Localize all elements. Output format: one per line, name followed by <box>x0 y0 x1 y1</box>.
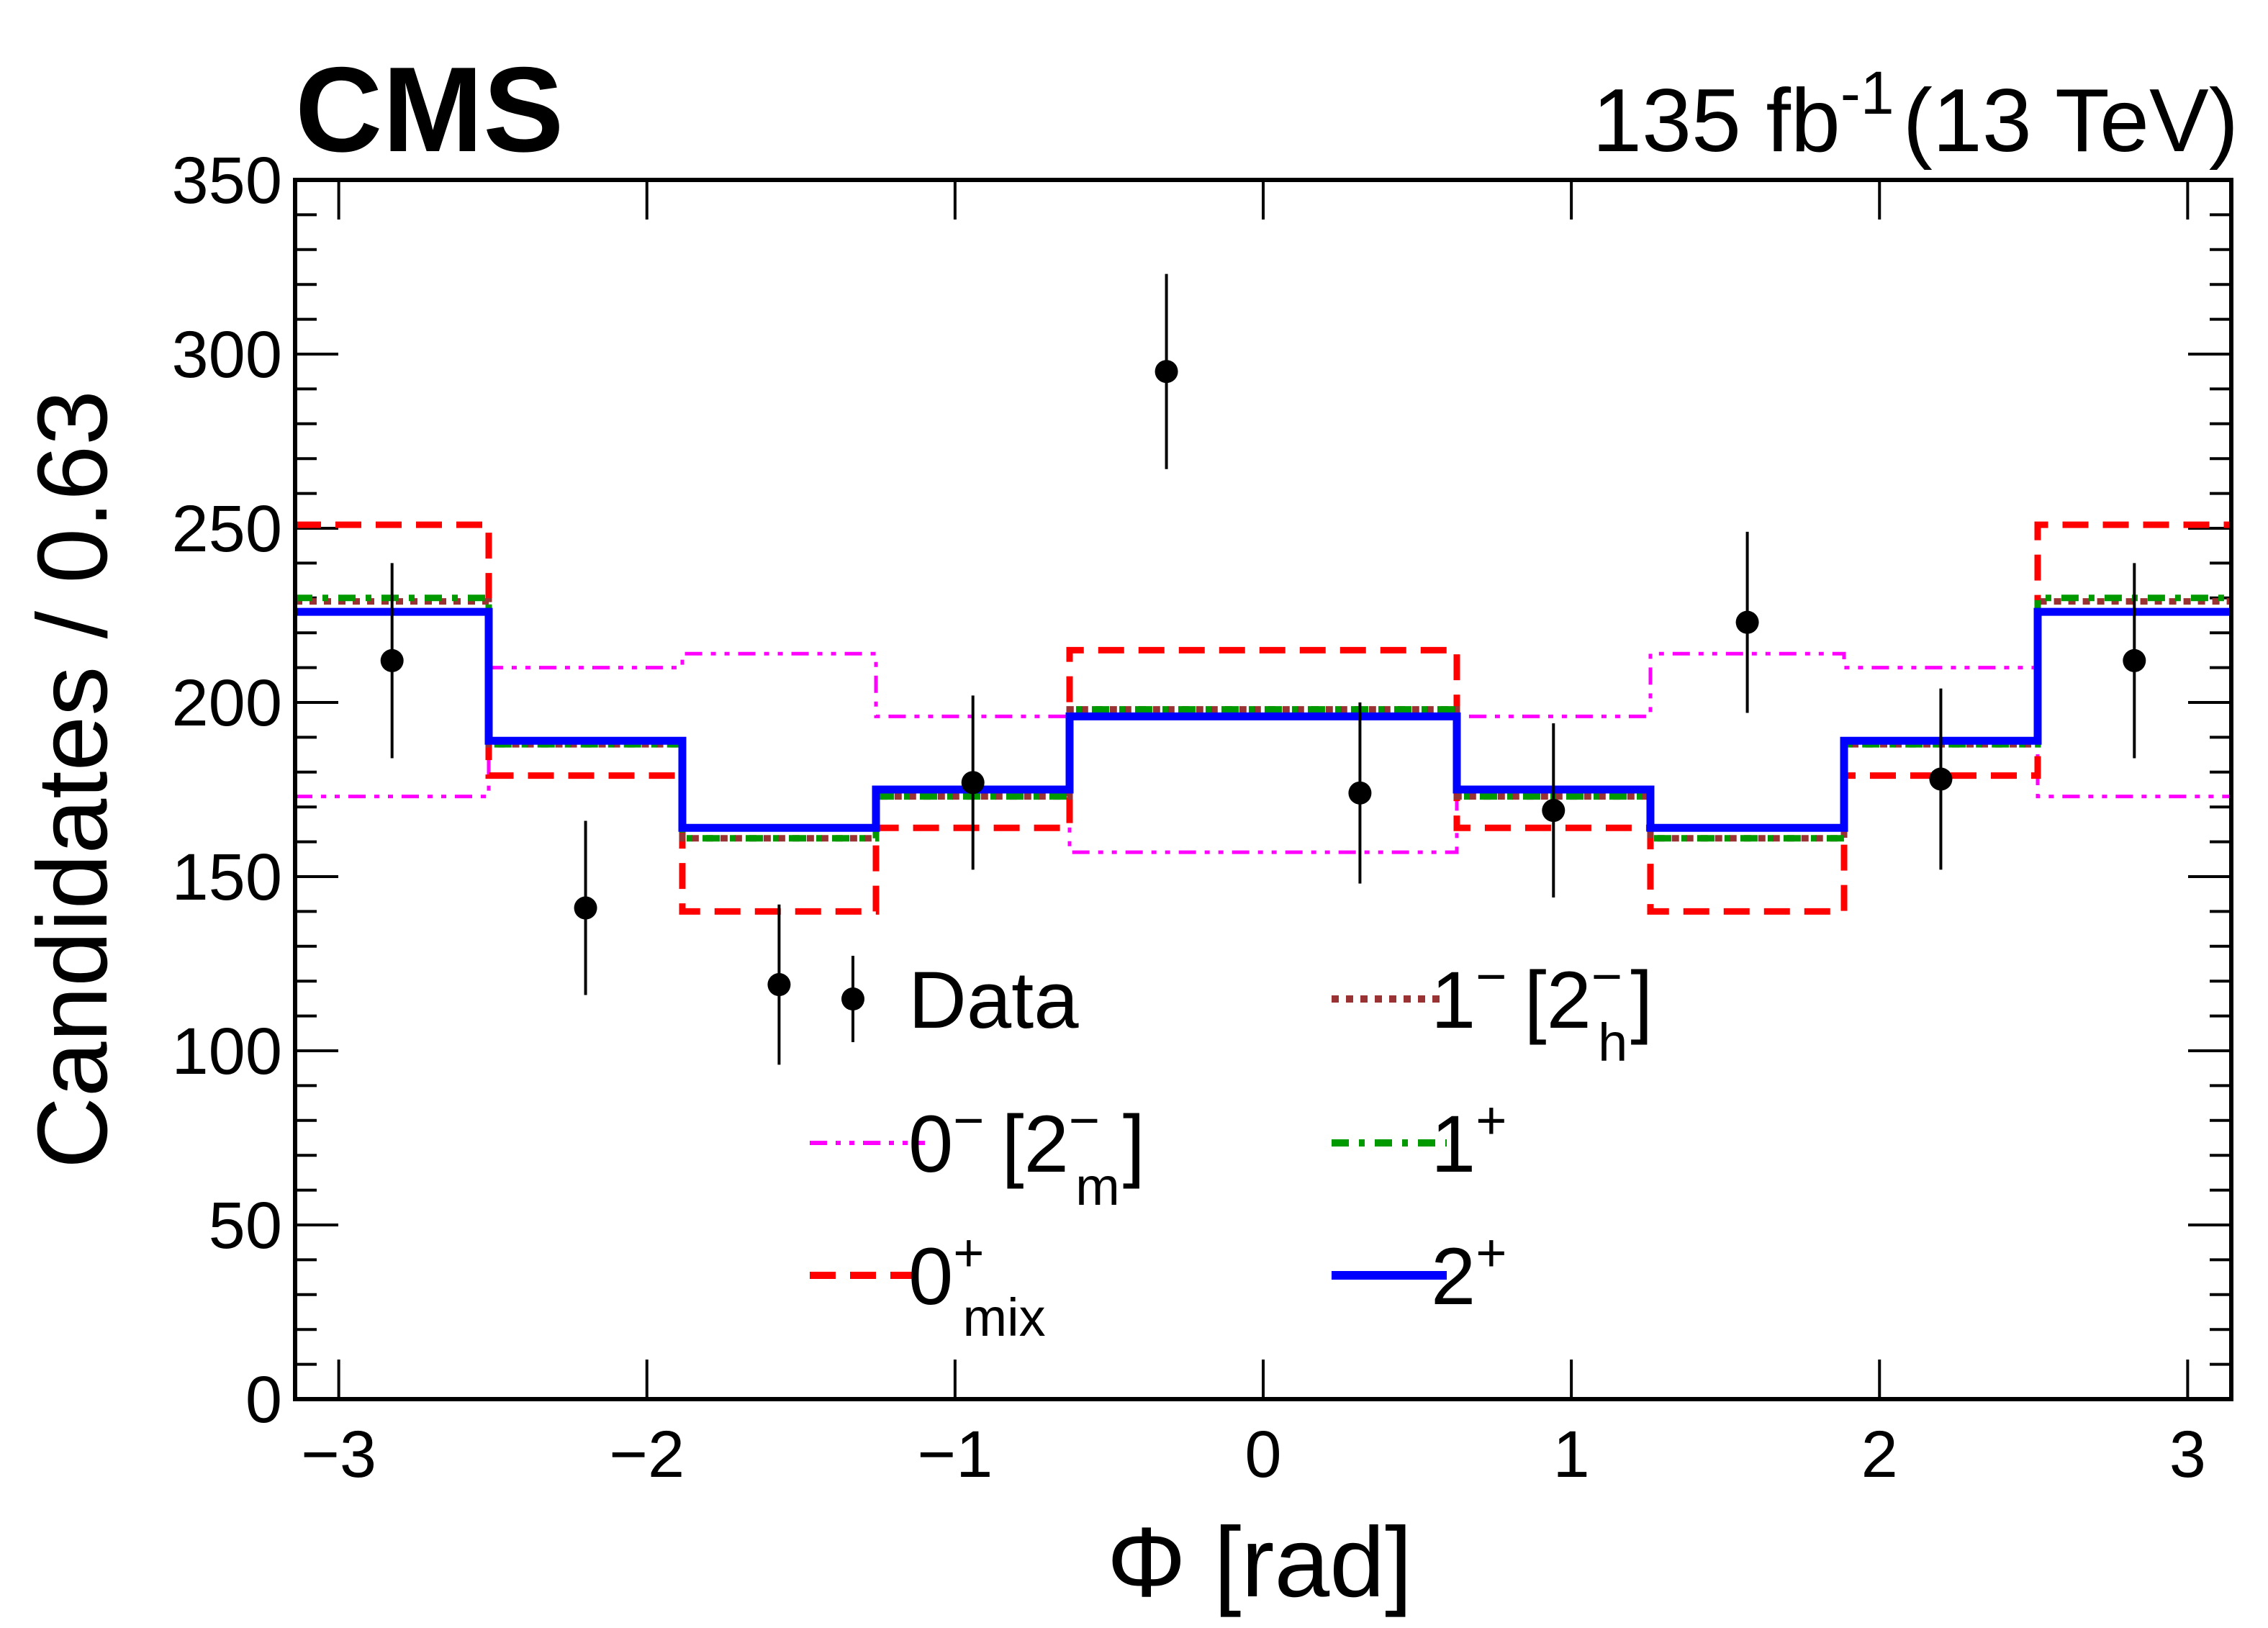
series-layer <box>295 521 2231 915</box>
legend-label-sup: − <box>953 1090 984 1150</box>
data-point <box>2123 648 2146 672</box>
data-point <box>767 973 791 997</box>
legend-label-sup: + <box>953 1223 984 1283</box>
legend-label-data: Data <box>908 955 1079 1045</box>
y-tick-label: 250 <box>172 492 283 566</box>
legend-label-main: 0 <box>908 1099 953 1189</box>
data-point <box>574 896 597 920</box>
x-tick-label: 1 <box>1553 1418 1590 1491</box>
legend-label-bracket-sub: m <box>1075 1157 1120 1216</box>
legend-label-sub: mix <box>963 1288 1046 1347</box>
data-point <box>1348 781 1372 805</box>
x-tick-label: −1 <box>917 1418 993 1491</box>
legend-label-bracket-close: ] <box>1630 955 1653 1045</box>
x-tick-label: 0 <box>1244 1418 1281 1491</box>
plot-frame <box>293 178 2233 1401</box>
legend-label-2: 1− [2− h] <box>1431 946 1653 1072</box>
energy-label: (13 TeV) <box>1903 71 2238 171</box>
experiment-label: CMS <box>295 42 564 177</box>
luminosity-label: 135 fb-1(13 TeV) <box>1592 59 2238 171</box>
y-tick-label: 350 <box>172 144 283 217</box>
legend-label-0: 0− [2− m] <box>908 1090 1145 1216</box>
legend-label-main: 1 <box>1431 955 1476 1045</box>
x-axis-title: Φ [rad] <box>1107 1507 1413 1618</box>
luminosity-value: 135 fb <box>1592 71 1840 171</box>
data-points <box>380 273 2146 1065</box>
legend-label-1: 0+ mix <box>908 1223 1046 1347</box>
legend-label-main: 0 <box>908 1231 953 1321</box>
x-tick-label: 3 <box>2169 1418 2206 1491</box>
y-tick-label: 200 <box>172 666 283 740</box>
legend-label-main: 1 <box>1431 1099 1476 1189</box>
legend-label-bracket-sup: − <box>1069 1090 1100 1150</box>
legend-label-bracket-open: [2 <box>1524 955 1591 1045</box>
y-axis-title: Candidates / 0.63 <box>17 390 128 1169</box>
y-tick-label: 100 <box>172 1015 283 1088</box>
legend-label-4: 2+ <box>1431 1223 1507 1321</box>
y-tick-label: 0 <box>245 1363 282 1437</box>
legend-label-bracket-sub: h <box>1598 1013 1627 1072</box>
y-tick-label: 50 <box>209 1189 282 1262</box>
data-point <box>1542 799 1566 823</box>
legend-label-sup: + <box>1476 1090 1506 1150</box>
y-tick-label: 300 <box>172 318 283 392</box>
y-tick-label: 150 <box>172 841 283 914</box>
x-tick-label: 2 <box>1861 1418 1898 1491</box>
data-point <box>1155 360 1178 384</box>
legend-label-3: 1+ <box>1431 1090 1507 1189</box>
legend-label-sup: − <box>1476 946 1506 1006</box>
data-point <box>1735 610 1759 634</box>
legend-label-bracket-sup: − <box>1591 946 1622 1006</box>
data-point <box>961 771 985 795</box>
legend-data-marker <box>841 987 864 1010</box>
legend-label-main: 2 <box>1431 1231 1476 1321</box>
data-point <box>1929 767 1953 791</box>
x-tick-label: −3 <box>301 1418 376 1491</box>
luminosity-exponent: -1 <box>1840 59 1894 127</box>
data-point <box>380 648 404 672</box>
legend-label-bracket-close: ] <box>1123 1099 1145 1189</box>
series-line-4 <box>295 607 2231 832</box>
legend-label-sup: + <box>1476 1223 1506 1283</box>
x-tick-label: −2 <box>609 1418 685 1491</box>
legend-label-bracket-open: [2 <box>1002 1099 1069 1189</box>
